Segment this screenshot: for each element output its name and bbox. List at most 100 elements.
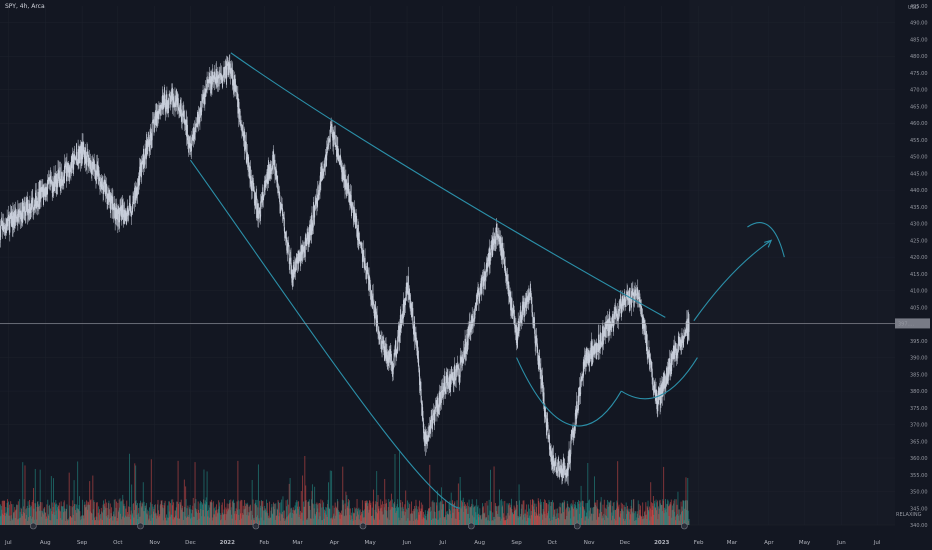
candle-body	[570, 437, 572, 441]
candle-body	[686, 319, 688, 337]
axis-watermark: RELAXING	[896, 512, 922, 518]
candle-body	[524, 307, 526, 311]
candle-body	[585, 358, 587, 367]
candle-body	[162, 95, 164, 103]
candle-body	[234, 75, 236, 82]
candle-body	[64, 163, 66, 177]
candle-body	[657, 391, 659, 399]
candle-body	[33, 207, 35, 211]
candle-body	[192, 134, 194, 136]
x-tick-label: Jun	[402, 540, 412, 546]
volume-bar	[487, 505, 489, 525]
candle-body	[327, 145, 329, 150]
candle-body	[450, 376, 452, 388]
candle-body	[365, 268, 366, 271]
candle-body	[295, 257, 297, 272]
candle-body	[212, 71, 214, 77]
candle-body	[274, 174, 276, 176]
candle-body	[98, 170, 100, 178]
candle-body	[499, 243, 501, 249]
time-axis[interactable]: Jul Aug Sep Oct Nov Dec 2022 Feb Mar Apr May Jun Jul…	[4, 540, 881, 546]
volume-bar	[274, 504, 276, 525]
candle-body	[128, 202, 130, 206]
volume-bar	[108, 500, 110, 525]
candle-body	[207, 79, 208, 81]
candle-body	[567, 456, 569, 477]
candle-body	[507, 274, 508, 285]
candle-body	[255, 195, 257, 197]
candle-body	[523, 301, 525, 317]
volume-bar	[558, 506, 560, 525]
candle-body	[77, 162, 79, 166]
candle-body	[279, 204, 281, 211]
candle-body	[396, 350, 398, 353]
candle-body	[635, 289, 636, 296]
candle-body	[411, 303, 412, 317]
candle-body	[205, 90, 207, 92]
volume-bar	[595, 502, 597, 525]
candle-body	[617, 317, 619, 320]
price-axis[interactable]: USD 340.00 345.00 350.00 355.00 360.00 365.00…	[908, 4, 928, 529]
volume-bar	[89, 481, 91, 525]
candle-body	[47, 183, 49, 189]
volume-bar	[688, 518, 690, 525]
candle-body	[293, 262, 295, 268]
candle-body	[494, 242, 495, 244]
volume-bar	[484, 502, 486, 525]
candle-body	[15, 209, 17, 217]
volume-bar	[255, 505, 257, 525]
candle-body	[257, 203, 259, 220]
candle-body	[590, 354, 591, 356]
candle-body	[37, 192, 39, 207]
candle-body	[428, 425, 430, 438]
candle-body	[42, 186, 44, 192]
candle-body	[394, 346, 396, 355]
candle-body	[457, 367, 459, 369]
candle-body	[677, 351, 679, 353]
volume-bar	[473, 507, 474, 525]
volume-bar	[317, 503, 319, 525]
candle-body	[559, 468, 561, 472]
volume-bar	[279, 512, 281, 525]
volume-bar	[212, 501, 214, 525]
volume-bar	[101, 511, 103, 525]
volume-bar	[30, 505, 32, 525]
y-tick-label: 445.00	[910, 171, 928, 177]
volume-bar	[183, 479, 185, 525]
candle-body	[334, 133, 336, 135]
volume-bar	[73, 480, 75, 525]
candle-body	[154, 119, 156, 123]
candle-body	[486, 265, 488, 272]
volume-bar	[289, 478, 291, 525]
candle-body	[132, 204, 134, 213]
candle-body	[660, 385, 662, 404]
candle-body	[318, 190, 320, 196]
candle-body	[619, 298, 621, 309]
candle-body	[648, 351, 649, 358]
volume-bar	[269, 501, 271, 525]
candle-body	[287, 242, 289, 247]
y-tick-label: 370.00	[910, 423, 928, 429]
candle-body	[485, 271, 487, 280]
symbol-legend[interactable]: SPY, 4h, Arca	[5, 3, 45, 10]
candle-body	[579, 386, 581, 396]
volume-bar	[169, 501, 171, 525]
volume-bar	[126, 500, 128, 525]
candle-body	[683, 336, 685, 342]
volume-bar	[674, 499, 676, 525]
candle-body	[420, 395, 422, 402]
volume-bar	[4, 500, 5, 525]
candle-body	[652, 379, 654, 386]
candle-body	[596, 343, 598, 353]
candle-body	[239, 109, 241, 111]
volume-bar	[421, 508, 423, 525]
candle-body	[564, 470, 566, 475]
candle-body	[479, 286, 481, 292]
candle-body	[504, 264, 506, 267]
volume-bar	[241, 500, 243, 525]
earnings-marker-icon	[468, 522, 475, 530]
candle-body	[47, 177, 49, 184]
volume-bar	[72, 500, 74, 525]
candle-body	[240, 121, 242, 124]
